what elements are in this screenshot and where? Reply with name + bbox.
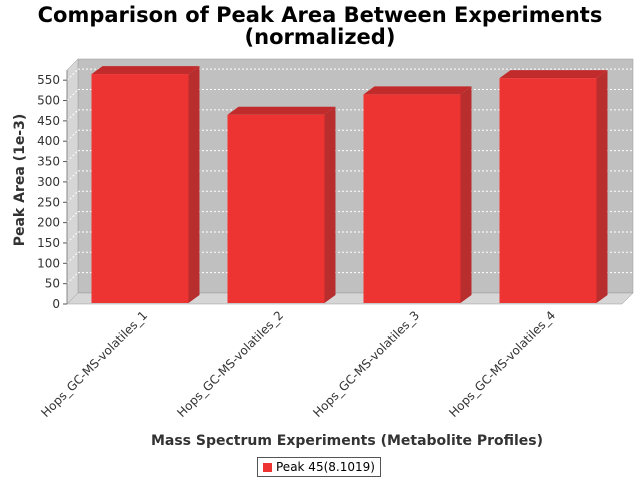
gridline xyxy=(66,211,79,223)
y-tick-label: 550 xyxy=(37,73,60,87)
bar xyxy=(499,78,597,303)
legend-series-name: Peak 45(8.1019) xyxy=(276,460,375,474)
y-tick-label: 400 xyxy=(37,134,60,148)
gridline xyxy=(66,89,79,101)
bar-top xyxy=(91,66,200,75)
y-tick-label: 450 xyxy=(37,114,60,128)
y-axis-label: Peak Area (1e-3) xyxy=(12,114,28,247)
gridline xyxy=(66,68,79,81)
y-tick-label: 50 xyxy=(45,277,60,291)
y-tick-label: 500 xyxy=(37,94,60,108)
x-category-label: Hops_GC-MS-volatiles_3 xyxy=(310,308,422,420)
gridline xyxy=(66,129,79,142)
y-tick-label: 250 xyxy=(37,195,60,209)
chart-legend: Peak 45(8.1019) xyxy=(257,457,381,477)
legend-swatch xyxy=(263,462,272,472)
gridline xyxy=(66,150,79,162)
bar-side xyxy=(324,106,336,303)
y-tick-label: 300 xyxy=(37,175,60,189)
x-category-label: Hops_GC-MS-volatiles_1 xyxy=(38,308,150,420)
x-axis-label: Mass Spectrum Experiments (Metabolite Pr… xyxy=(151,433,543,449)
x-category-label: Hops_GC-MS-volatiles_2 xyxy=(174,308,286,420)
chart-title-line-1: Comparison of Peak Area Between Experime… xyxy=(37,3,603,27)
bar-top xyxy=(227,106,336,115)
x-category-label: Hops_GC-MS-volatiles_4 xyxy=(446,308,558,420)
y-tick-label: 100 xyxy=(37,256,60,270)
gridline xyxy=(66,190,79,203)
bar xyxy=(227,114,325,303)
bar-side xyxy=(188,66,200,303)
gridline xyxy=(66,109,79,122)
chart-title-line-2: (normalized) xyxy=(244,25,396,49)
bar xyxy=(91,74,189,303)
y-tick-label: 350 xyxy=(37,155,60,169)
bar-side xyxy=(596,70,608,303)
y-tick-label: 0 xyxy=(52,297,60,311)
gridline xyxy=(66,251,79,264)
bar-top xyxy=(499,70,608,79)
bar-side xyxy=(460,86,472,303)
y-tick-label: 200 xyxy=(37,216,60,230)
y-tick-label: 150 xyxy=(37,236,60,250)
plot-floor xyxy=(66,292,634,305)
bar-top xyxy=(363,86,472,95)
gridline xyxy=(66,170,79,183)
gridline xyxy=(66,272,79,285)
bar xyxy=(363,94,461,303)
gridline xyxy=(66,231,79,244)
plot-left-wall xyxy=(66,58,79,305)
